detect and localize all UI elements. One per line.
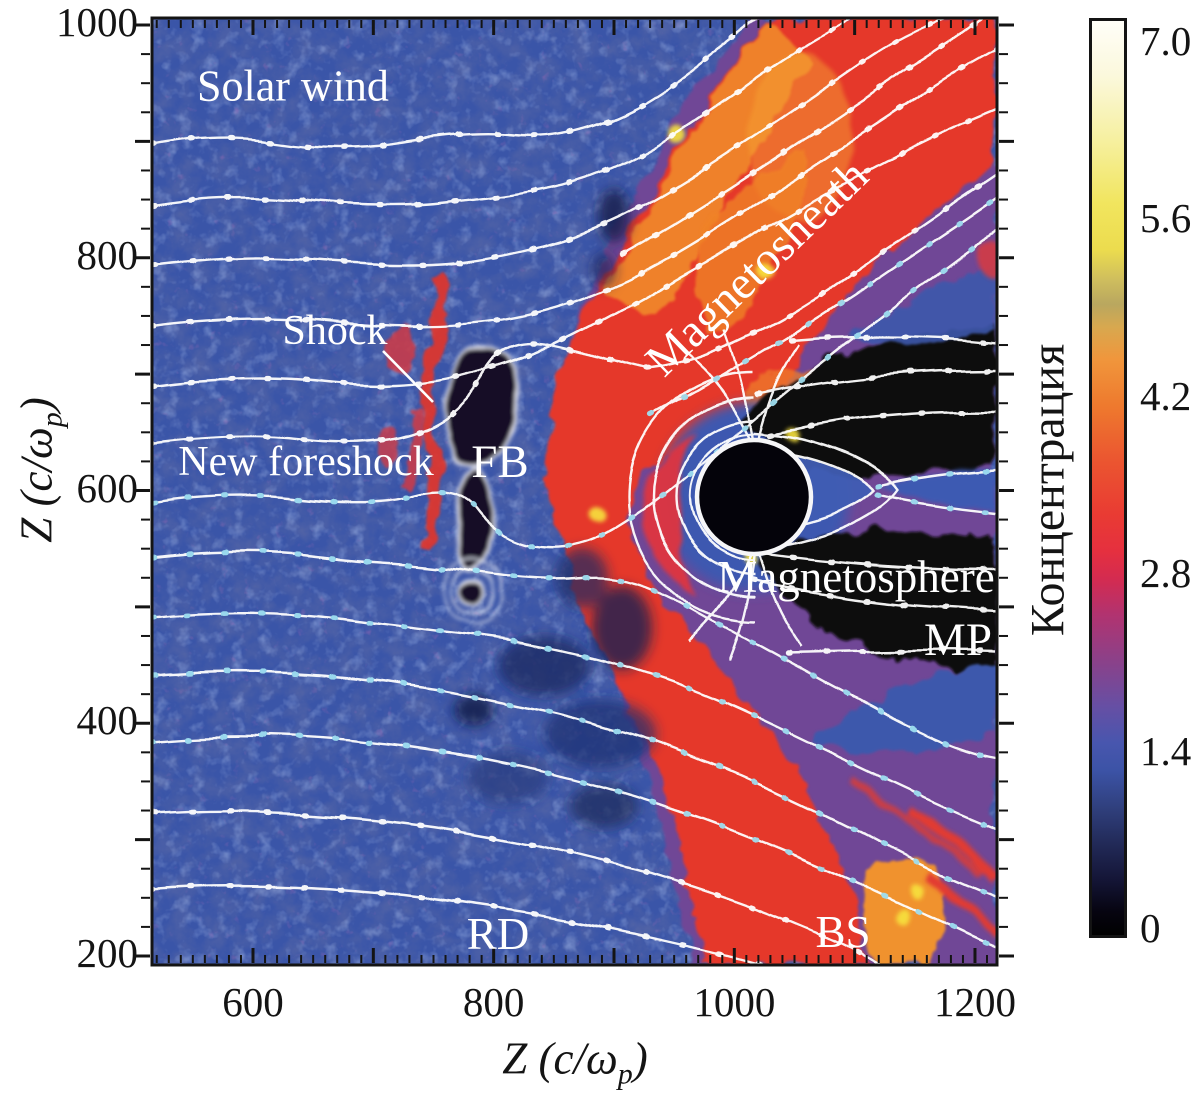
annotation-shock: Shock xyxy=(282,308,388,354)
annotation-solar-wind: Solar wind xyxy=(197,61,389,111)
y-tick-label: 600 xyxy=(76,464,139,511)
shock-pointer-line xyxy=(382,350,434,403)
annotation-rd: RD xyxy=(466,909,530,959)
y-tick-label: 1000 xyxy=(56,0,138,45)
annotation-fb: FB xyxy=(471,436,529,488)
magnetotail-lower-lobe xyxy=(758,531,997,674)
x-axis-title: Z (c/ωp) xyxy=(502,1033,648,1091)
heatmap-canvas xyxy=(152,18,997,965)
colorbar-title: Концентрация xyxy=(1021,343,1075,637)
lower-blue-wedge xyxy=(812,666,997,754)
colorbar-tick-label: 7.0 xyxy=(1140,18,1192,64)
plasma-sheet xyxy=(878,468,997,514)
colorbar-tick-label: 4.2 xyxy=(1140,372,1192,419)
planet-disk xyxy=(694,437,814,557)
colorbar-tick-label: 1.4 xyxy=(1140,727,1192,774)
annotation-bs: BS xyxy=(815,907,871,957)
upper-blue-wedge xyxy=(852,266,997,344)
y-tick-label: 800 xyxy=(76,231,139,278)
y-tick-label: 400 xyxy=(76,697,139,744)
annotation-mp: MP xyxy=(924,614,992,666)
x-tick-label: 1200 xyxy=(933,979,1016,1025)
colorbar-tick-label: 2.8 xyxy=(1140,550,1192,597)
bottom-right-red-streaks xyxy=(849,775,997,939)
annotation-new-foreshock: New foreshock xyxy=(178,439,434,485)
x-tick-label: 600 xyxy=(222,979,284,1025)
colorbar-tick-label: 5.6 xyxy=(1140,195,1192,242)
new-shock-red-filament xyxy=(376,273,449,550)
x-tick-label: 800 xyxy=(462,979,525,1025)
axis-ticks xyxy=(135,20,1124,963)
y-tick-label: 200 xyxy=(76,930,139,976)
plot-frame xyxy=(150,16,999,967)
magnetosheath-orange-streak xyxy=(697,148,807,338)
annotation-magnetosphere: Magnetosphere xyxy=(717,552,995,602)
x-tick-label: 1000 xyxy=(693,979,776,1025)
colorbar xyxy=(1089,18,1127,938)
colorbar-tick-label: 0 xyxy=(1140,905,1161,951)
